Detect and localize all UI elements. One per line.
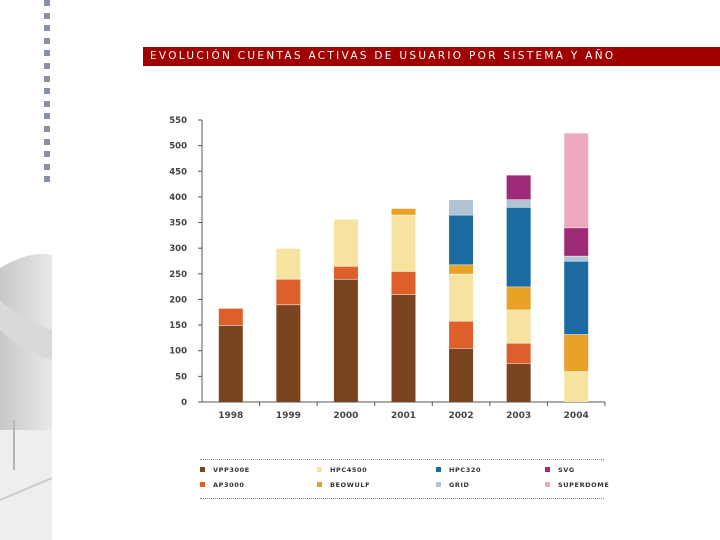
legend-item-svg: SVG xyxy=(545,466,575,474)
legend-label: AP3000 xyxy=(213,481,245,489)
bar-segment-ap3000-1998 xyxy=(218,308,243,326)
legend-item-beowulf: BEOWULF xyxy=(317,481,370,489)
bar-segment-hpc4500-2001 xyxy=(391,214,416,272)
x-tick-label: 2002 xyxy=(449,411,474,421)
y-tick-label: 500 xyxy=(169,142,187,152)
bar-segment-grid-2003 xyxy=(506,199,531,208)
decorative-swoosh xyxy=(0,253,52,540)
square-bullets xyxy=(44,0,50,189)
bar-segment-beowulf-2004 xyxy=(564,334,589,372)
legend-swatch xyxy=(545,466,550,472)
legend-item-hpc320: HPC320 xyxy=(436,466,481,474)
y-tick-label: 350 xyxy=(169,219,187,229)
bar-segment-hpc4500-2000 xyxy=(333,218,358,267)
bar-segment-vpp300e-2002 xyxy=(449,348,474,402)
bar-segment-beowulf-2002 xyxy=(449,264,474,274)
bar-segment-ap3000-1999 xyxy=(276,278,301,305)
bar-segment-hpc4500-2004 xyxy=(564,371,589,402)
x-tick-label: 1998 xyxy=(218,411,243,421)
page-title: EVOLUCIÓN CUENTAS ACTIVAS DE USUARIO POR… xyxy=(143,47,720,66)
bar-segment-vpp300e-1999 xyxy=(276,304,301,402)
y-tick-label: 550 xyxy=(169,116,187,126)
bar-segment-superdome-2004 xyxy=(564,132,589,228)
x-tick-label: 2000 xyxy=(333,411,358,421)
legend-item-vpp300e: VPP300E xyxy=(200,466,250,474)
legend-swatch xyxy=(317,466,322,472)
x-tick-label: 2003 xyxy=(506,411,531,421)
chart-legend: VPP300E AP3000 HPC4500 BEOWULF HPC320 GRID SVG… xyxy=(200,459,609,499)
bar-segment-ap3000-2001 xyxy=(391,271,416,295)
y-tick-label: 450 xyxy=(169,167,187,177)
y-tick-label: 100 xyxy=(169,347,187,357)
legend-swatch xyxy=(545,481,550,487)
legend-label: BEOWULF xyxy=(330,481,371,489)
y-tick-label: 200 xyxy=(169,295,187,305)
legend-swatch xyxy=(200,466,205,472)
bar-segment-hpc320-2002 xyxy=(449,214,474,265)
legend-label: HPC320 xyxy=(449,466,482,474)
bar-segment-vpp300e-1998 xyxy=(218,325,243,402)
bar-segment-hpc320-2004 xyxy=(564,261,589,335)
bar-segment-vpp300e-2001 xyxy=(391,294,416,402)
y-tick-label: 300 xyxy=(169,244,187,254)
bar-segment-beowulf-2003 xyxy=(506,286,531,310)
y-tick-label: 50 xyxy=(175,372,187,382)
bar-segment-ap3000-2000 xyxy=(333,266,358,279)
legend-swatch xyxy=(436,481,441,487)
bar-segment-grid-2004 xyxy=(564,255,589,261)
legend-label: SUPERDOME xyxy=(558,481,610,489)
bar-segment-ap3000-2003 xyxy=(506,343,531,364)
bar-segment-hpc320-2003 xyxy=(506,207,531,287)
x-tick-label: 2001 xyxy=(391,411,416,421)
bar-segment-beowulf-2001 xyxy=(391,208,416,215)
legend-label: VPP300E xyxy=(213,466,250,474)
legend-swatch xyxy=(317,481,322,487)
legend-swatch xyxy=(200,481,205,487)
x-tick-label: 2004 xyxy=(564,411,589,421)
legend-swatch xyxy=(436,466,441,472)
legend-item-hpc4500: HPC4500 xyxy=(317,466,367,474)
bar-segment-hpc4500-2002 xyxy=(449,273,474,321)
y-tick-label: 400 xyxy=(169,193,187,203)
bar-segment-hpc4500-1999 xyxy=(276,248,301,279)
left-decoration xyxy=(0,0,52,540)
legend-item-ap3000: AP3000 xyxy=(200,481,245,489)
bar-segment-grid-2002 xyxy=(449,199,474,215)
y-tick-label: 0 xyxy=(181,398,187,408)
x-tick-label: 1999 xyxy=(276,411,301,421)
legend-label: SVG xyxy=(558,466,575,474)
bar-segment-svg-2004 xyxy=(564,227,589,256)
legend-label: GRID xyxy=(449,481,470,489)
legend-item-superdome: SUPERDOME xyxy=(545,481,609,489)
bar-segment-hpc4500-2003 xyxy=(506,309,531,344)
bar-segment-svg-2003 xyxy=(506,174,531,200)
y-tick-label: 250 xyxy=(169,270,187,280)
bar-segment-vpp300e-2000 xyxy=(333,278,358,402)
legend-item-grid: GRID xyxy=(436,481,470,489)
bar-segment-vpp300e-2003 xyxy=(506,363,531,402)
bar-segment-ap3000-2002 xyxy=(449,320,474,349)
legend-label: HPC4500 xyxy=(330,466,368,474)
y-tick-label: 150 xyxy=(169,321,187,331)
